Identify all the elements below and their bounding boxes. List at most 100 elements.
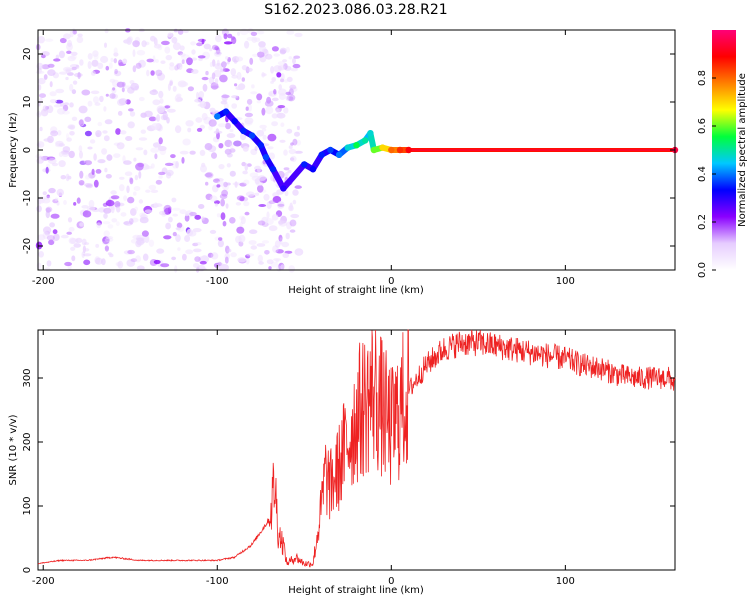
spectrogram-noise-blob xyxy=(84,160,92,166)
spectrogram-noise-blob xyxy=(89,139,96,144)
spectrogram-noise-blob xyxy=(289,219,297,227)
spectrogram-noise-blob xyxy=(174,265,178,273)
spectrogram-noise-blob xyxy=(271,46,279,52)
spectrogram-noise-blob xyxy=(65,69,71,74)
spectrogram-noise-blob xyxy=(211,152,217,159)
spectrogram-noise-blob xyxy=(246,36,255,41)
spectrogram-noise-blob xyxy=(275,108,280,114)
spectrogram-noise-blob xyxy=(67,39,73,48)
spectrogram-noise-blob xyxy=(129,177,134,185)
spectrogram-noise-blob xyxy=(239,215,245,221)
spectrogram-noise-blob xyxy=(69,131,75,136)
spectrogram-noise-blob xyxy=(256,30,265,35)
spectrogram-noise-blob xyxy=(250,148,258,156)
spectrogram-noise-blob xyxy=(87,61,92,69)
spectrogram-ridge-point xyxy=(335,151,343,158)
spectrogram-noise-blob xyxy=(140,129,146,134)
spectrogram-noise-blob xyxy=(152,89,157,93)
spectrogram-noise-blob xyxy=(174,94,181,103)
spectrogram-noise-blob xyxy=(239,28,249,36)
spectrogram-noise-blob xyxy=(71,89,77,95)
spectrogram-noise-blob xyxy=(67,217,73,223)
spectrogram-noise-blob xyxy=(167,32,173,38)
spectrogram-y-ticks: -20 -10 0 10 20 xyxy=(22,48,675,254)
spectrogram-noise-blob xyxy=(109,93,116,99)
spectrogram-noise-blob xyxy=(141,230,149,237)
spectrogram-noise-blob xyxy=(79,170,84,179)
spectrogram-noise-blob xyxy=(75,64,80,69)
snr-x-ticks: -200 -100 0 100 xyxy=(32,330,575,587)
spectrogram-noise-blob xyxy=(205,70,209,76)
spectrogram-noise-blob xyxy=(280,264,285,270)
spectrogram-noise-blob xyxy=(277,105,286,109)
spectrogram-noise-blob xyxy=(257,254,263,263)
spectrogram-noise-blob xyxy=(217,261,222,267)
spectrogram-noise-blob xyxy=(119,184,125,192)
spectrogram-noise-blob xyxy=(280,78,285,83)
spectrogram-noise-blob xyxy=(224,256,229,264)
spectrogram-ridge-point xyxy=(262,154,270,161)
spectrogram-noise-blob xyxy=(193,248,202,253)
spectrogram-noise-blob xyxy=(292,57,296,65)
spectrogram-noise-blob xyxy=(293,55,301,59)
spectrogram-noise-blob xyxy=(242,146,249,152)
spectrogram-noise-blob xyxy=(169,81,173,86)
spectrogram-noise-blob xyxy=(94,102,101,106)
spectrogram-noise-blob xyxy=(104,167,108,173)
spectrogram-noise-blob xyxy=(196,42,203,47)
spectrogram-noise-blob xyxy=(160,115,168,121)
spectrogram-noise-blob xyxy=(126,37,132,45)
spectrogram-noise-blob xyxy=(156,114,161,122)
colorbar-gradient xyxy=(712,30,736,270)
spectrogram-noise-blob xyxy=(182,253,187,261)
spectrogram-noise-blob xyxy=(276,112,286,119)
spectrogram-noise-blob xyxy=(268,200,276,205)
spectrogram-noise-blob xyxy=(235,56,244,62)
spectrogram-noise-blob xyxy=(53,104,62,108)
spectrogram-noise-blob xyxy=(165,222,172,230)
spectrogram-noise-blob xyxy=(127,121,135,129)
spectrogram-noise-blob xyxy=(238,234,246,243)
spectrogram-noise-blob xyxy=(164,162,174,166)
spectrogram-noise-blob xyxy=(256,100,261,104)
spectrogram-noise-blob xyxy=(265,106,274,115)
spectrogram-noise-blob xyxy=(268,225,278,232)
spectrogram-noise-blob xyxy=(278,220,288,227)
spectrogram-noise-blob xyxy=(285,96,290,101)
spectrogram-noise-blob xyxy=(168,216,173,223)
spectrogram-noise-blob xyxy=(110,57,114,63)
spectrogram-noise-blob xyxy=(235,86,244,91)
spectrogram-noise-blob xyxy=(160,60,166,64)
spectrogram-noise-blob xyxy=(201,38,205,45)
spectrogram-noise-blob xyxy=(262,134,267,140)
colorbar-tick-label: 0.4 xyxy=(697,166,708,182)
spectrogram-noise-blob xyxy=(177,247,181,251)
spectrogram-ridge-point xyxy=(405,146,412,154)
spectrogram-noise-blob xyxy=(172,231,177,237)
spectrogram-noise-blob xyxy=(241,65,248,71)
spectrogram-ridge-point xyxy=(344,144,351,151)
spectrogram-noise-blob xyxy=(78,105,88,114)
spectrogram-noise-blob xyxy=(222,67,226,72)
spectrogram-noise-blob xyxy=(211,72,216,80)
spectrogram-noise-blob xyxy=(177,29,184,35)
spectrogram-noise-blob xyxy=(219,193,228,200)
spectrogram-noise-blob xyxy=(246,67,253,72)
spectrogram-noise-blob xyxy=(45,106,49,110)
spectrogram-noise-blob xyxy=(282,59,288,63)
spectrogram-noise-blob xyxy=(97,159,106,164)
spectrogram-noise-blob xyxy=(286,76,293,83)
spectrogram-noise-blob xyxy=(254,192,260,196)
spectrogram-noise-blob xyxy=(126,185,130,194)
spectrogram-noise-blob xyxy=(219,74,228,83)
snr-series-line xyxy=(37,329,676,568)
spectrogram-noise-blob xyxy=(244,163,249,171)
spectrogram-noise-blob xyxy=(73,243,81,248)
spectrogram-noise-blob xyxy=(214,203,218,207)
spectrogram-noise-blob xyxy=(172,207,181,211)
spectrogram-noise-blob xyxy=(78,145,83,153)
spectrogram-noise-blob xyxy=(93,179,99,188)
spectrogram-noise-blob xyxy=(177,51,183,56)
spectrogram-ridge-point xyxy=(231,118,238,125)
